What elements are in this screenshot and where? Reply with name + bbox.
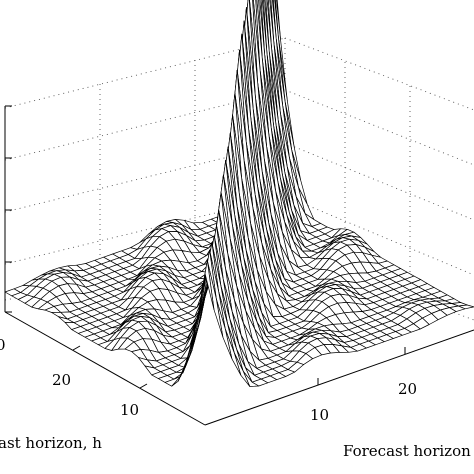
y-tick: [139, 383, 148, 389]
grid-line: [4, 37, 286, 109]
x-axis-line: [204, 329, 474, 426]
y-axis-line: [4, 311, 206, 426]
surface-mesh: [4, 0, 474, 387]
axis-box: [4, 105, 474, 426]
y-tick-label: 20: [52, 371, 71, 389]
x-tick-label: 20: [398, 380, 417, 398]
x-tick-label: 10: [310, 406, 329, 424]
y-tick-label-edge: 0: [0, 336, 6, 354]
mesh-quad: [197, 260, 215, 314]
y-axis-title: ast horizon, h: [0, 434, 102, 452]
x-axis-title: Forecast horizon: [343, 442, 471, 460]
grid-line: [284, 142, 474, 221]
grid-line: [284, 37, 474, 111]
z-ticks: [5, 105, 12, 313]
y-ticks: [72, 345, 148, 389]
x-ticks: [317, 347, 406, 385]
y-tick-label: 10: [120, 401, 139, 419]
y-tick: [72, 345, 81, 351]
grid-line: [284, 89, 474, 166]
grid-line: [284, 195, 474, 276]
